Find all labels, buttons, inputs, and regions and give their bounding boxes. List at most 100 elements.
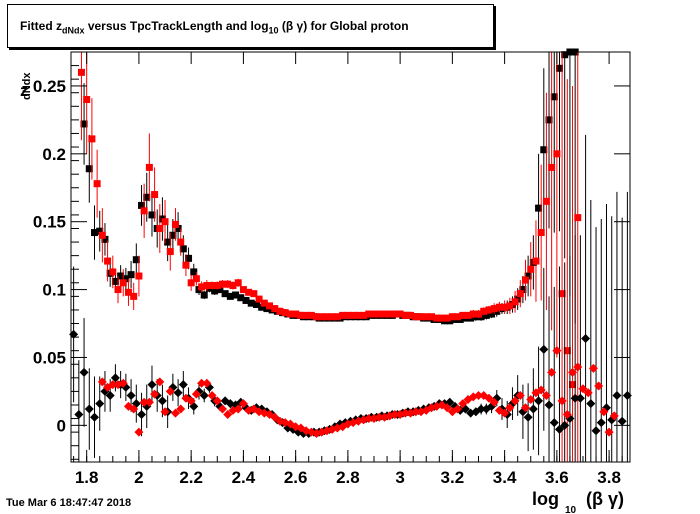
data-point-square — [485, 306, 493, 314]
data-point-diamond — [134, 427, 144, 437]
y-tick-label: 0.15 — [33, 213, 66, 232]
data-point-diamond — [568, 367, 578, 377]
data-point-diamond — [90, 412, 100, 422]
data-point-square — [216, 286, 224, 294]
data-point-square — [266, 302, 274, 310]
data-point-square — [555, 64, 563, 72]
data-point-square — [88, 135, 96, 143]
data-point-square — [156, 224, 164, 232]
data-point-square — [482, 311, 490, 319]
x-tick-label: 2 — [134, 468, 143, 487]
data-point-square — [164, 238, 172, 246]
data-point-square — [433, 314, 441, 322]
data-point-square — [166, 248, 174, 256]
data-point-diamond — [581, 333, 591, 343]
data-point-square — [93, 180, 101, 188]
data-point-square — [349, 311, 357, 319]
data-point-diamond — [97, 377, 107, 387]
data-point-square — [553, 150, 561, 158]
data-point-diamond — [400, 408, 410, 418]
data-point-square — [229, 282, 237, 290]
data-point-diamond — [137, 409, 147, 419]
chart-title-part-2: versus TpcTrackLength and log — [84, 19, 269, 33]
data-point-square — [245, 288, 253, 296]
data-point-square — [495, 303, 503, 311]
data-point-square — [360, 311, 368, 319]
y-axis-label-z: z — [20, 83, 28, 100]
data-point-diamond — [458, 399, 468, 409]
data-point-square — [516, 290, 524, 298]
data-point-diamond — [157, 396, 167, 406]
data-point-square — [219, 280, 227, 288]
data-point-diamond — [173, 388, 183, 398]
data-point-square — [91, 229, 99, 237]
data-point-diamond — [95, 399, 105, 409]
data-point-diamond — [476, 404, 486, 414]
data-point-square — [407, 311, 415, 319]
data-point-square — [561, 51, 569, 59]
data-point-diamond — [547, 367, 557, 377]
data-point-square — [224, 280, 232, 288]
data-point-square — [524, 272, 532, 280]
data-point-square — [540, 146, 548, 154]
data-point-square — [558, 290, 566, 298]
data-point-diamond — [544, 400, 554, 410]
data-point-square — [454, 313, 462, 321]
data-point-diamond — [578, 384, 588, 394]
data-point-square — [151, 191, 159, 199]
x-tick-label: 2.6 — [284, 468, 308, 487]
chart-title-part-1: Fitted z — [20, 19, 62, 33]
y-tick-label: 0 — [57, 416, 66, 435]
data-point-diamond — [199, 390, 209, 400]
data-point-square — [286, 310, 294, 318]
data-point-diamond — [223, 409, 233, 419]
data-point-square — [138, 201, 146, 209]
data-point-square — [124, 288, 132, 296]
data-point-diamond — [500, 408, 510, 418]
data-point-diamond — [442, 403, 452, 413]
data-point-diamond — [79, 367, 89, 377]
data-point-diamond — [528, 404, 538, 414]
data-point-square — [412, 313, 420, 321]
data-point-diamond — [84, 404, 94, 414]
data-point-diamond — [549, 418, 559, 428]
data-point-diamond — [202, 378, 212, 388]
data-point-square — [537, 229, 545, 237]
data-point-diamond — [453, 404, 463, 414]
data-point-square — [276, 307, 284, 315]
data-point-square — [221, 290, 229, 298]
data-point-diamond — [521, 403, 531, 413]
data-point-diamond — [238, 399, 248, 409]
data-point-square — [140, 207, 148, 215]
data-point-square — [490, 305, 498, 313]
data-point-square — [171, 220, 179, 228]
data-point-square — [213, 282, 221, 290]
data-point-square — [255, 295, 263, 303]
data-point-diamond — [207, 390, 217, 400]
chart-axes: 1.8 2 2.2 2.4 2.6 2.8 3 3.2 3.4 3.6 3.8 0 0.05 0.1 0.1… — [33, 52, 630, 487]
x-tick-label: 3.2 — [441, 468, 465, 487]
data-point-square — [519, 286, 527, 294]
data-point-diamond — [523, 412, 533, 422]
data-point-square — [401, 311, 409, 319]
data-point-square — [448, 313, 456, 321]
data-point-diamond — [126, 390, 136, 400]
data-point-square — [427, 313, 435, 321]
data-point-square — [234, 279, 242, 287]
data-point-diamond — [594, 381, 604, 391]
data-point-square — [80, 120, 88, 128]
data-point-square — [459, 311, 467, 319]
data-point-square — [386, 310, 394, 318]
data-point-diamond — [129, 404, 139, 414]
data-point-square — [281, 309, 289, 317]
data-point-square — [127, 271, 135, 279]
data-point-square — [328, 313, 336, 321]
data-point-square — [488, 310, 496, 318]
data-point-diamond — [515, 390, 525, 400]
data-point-diamond — [505, 403, 515, 413]
data-point-square — [119, 279, 127, 287]
data-point-square — [237, 294, 245, 302]
data-point-square — [242, 296, 250, 304]
data-point-square — [548, 163, 556, 171]
y-tick-label: 0.1 — [42, 281, 66, 300]
